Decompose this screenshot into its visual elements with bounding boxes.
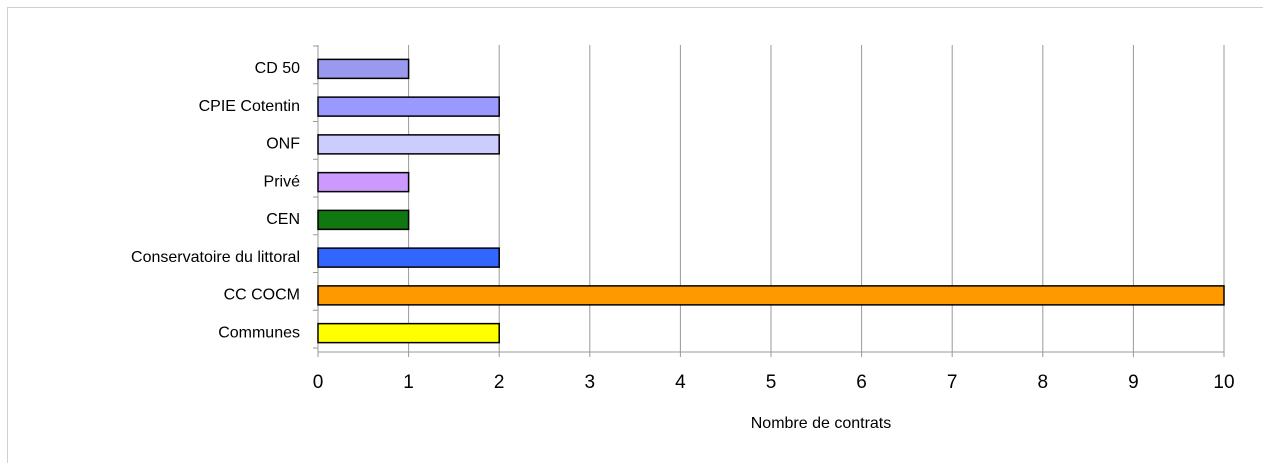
bar [317,285,1225,306]
bar [317,171,410,193]
x-tick-label: 6 [856,372,867,393]
bar [317,209,410,231]
x-tick-label: 9 [1128,372,1139,393]
bar [317,134,500,155]
y-tick-label: ONF [266,136,300,153]
x-tick-label: 10 [1213,372,1234,393]
x-tick-label: 0 [313,372,324,393]
chart-frame [7,7,1263,463]
bar [317,322,500,344]
bar [317,96,500,117]
x-tick-label: 5 [766,372,777,393]
y-tick-label: Communes [218,324,300,341]
x-axis-label: Nombre de contrats [751,415,892,432]
y-tick-label: Conservatoire du littoral [131,249,300,266]
bar [317,58,410,80]
x-tick-label: 7 [947,372,958,393]
y-tick-label: CC COCM [224,287,300,304]
x-tick-label: 4 [675,372,686,393]
y-tick-label: CPIE Cotentin [199,98,300,115]
x-tick-label: 1 [403,372,414,393]
y-tick-label: Privé [264,173,301,190]
x-tick-label: 3 [585,372,596,393]
x-tick-label: 2 [494,372,505,393]
y-tick-label: CEN [266,211,300,228]
y-tick-label: CD 50 [255,60,300,77]
bar [317,247,500,268]
x-tick-label: 8 [1038,372,1049,393]
